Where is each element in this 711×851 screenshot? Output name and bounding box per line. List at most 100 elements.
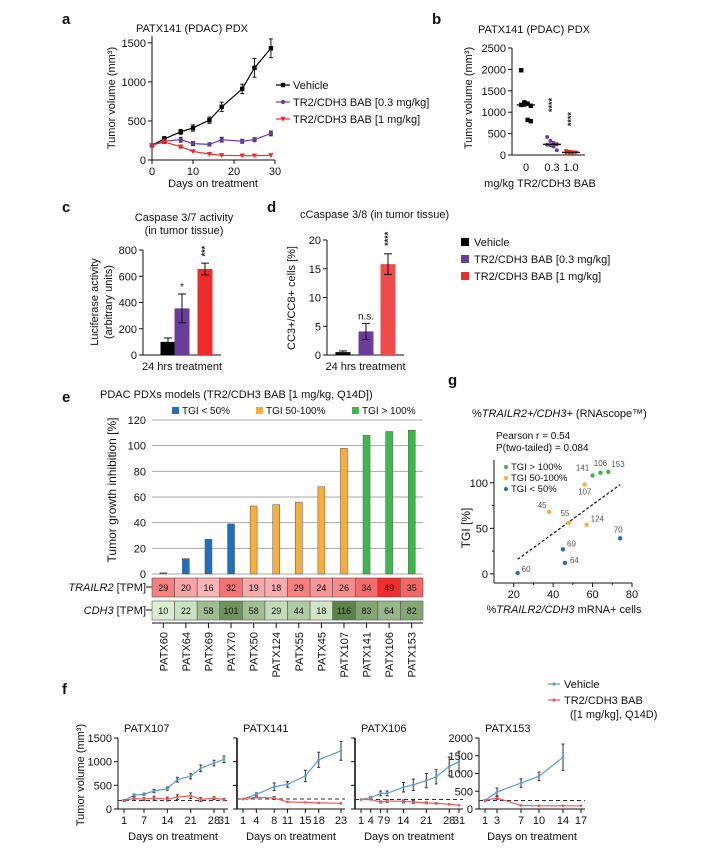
vehicle-point <box>447 765 451 768</box>
bar <box>317 486 326 575</box>
data-point-square <box>190 125 196 131</box>
data-point-label: 60 <box>522 565 531 574</box>
heatmap-cell-value: 64 <box>384 606 394 616</box>
data-point-square <box>528 103 533 108</box>
series-0: Vehicle <box>149 38 328 148</box>
y-tick-label: 50 <box>476 523 488 535</box>
heatmap-cell-value: 22 <box>181 606 191 616</box>
y-axis-label: Tumor volume (mm³) <box>106 47 118 149</box>
legend-marker <box>504 487 508 491</box>
data-point-patx124: 124 <box>584 515 605 527</box>
bar <box>340 447 348 575</box>
chart-title-line-1: Caspase 3/7 activity <box>135 212 234 224</box>
chart-title: cCaspase 3/8 (in tumor tissue) <box>300 209 449 221</box>
x-tick-label: 17 <box>575 815 587 827</box>
treated-point <box>152 796 156 800</box>
bar <box>358 331 374 355</box>
heatmap-row-trailr2: TRAILR2 [TPM] 29 20 16 32 19 18 29 24 26 34 49 35 <box>68 577 424 598</box>
heatmap-cell-value: 32 <box>226 583 236 593</box>
subplot-title: PATX141 <box>243 723 288 735</box>
data-point-patx106: 106 <box>594 459 608 475</box>
data-point-triangle <box>206 151 213 157</box>
legend-marker <box>552 682 556 686</box>
bar <box>380 264 396 355</box>
panel-label-b: b <box>432 11 441 28</box>
chart-title-line-2: (in tumor tissue) <box>145 225 224 237</box>
subplot-title: PATX153 <box>485 723 530 735</box>
y-tick-label: 10 <box>309 293 321 305</box>
data-point-label: 69 <box>567 539 576 548</box>
legend-swatch <box>461 255 469 263</box>
series-2: TR2/CDH3 BAB [1 mg/kg] <box>149 114 420 159</box>
vehicle-point <box>286 782 289 786</box>
panel-label-c: c <box>62 199 70 216</box>
data-point-triangle <box>251 153 258 159</box>
x-tick-label: 14 <box>397 815 409 827</box>
legend-label: TR2/CDH3 BAB [0.3 mg/kg] <box>474 254 610 266</box>
chart-a: PATX141 (PDAC) PDX 0 500 1000 1500 0 10 20 30 Day… <box>106 23 429 190</box>
vehicle-point <box>142 792 146 796</box>
legend-label-2: ([1 mg/kg], Q14D) <box>570 709 657 721</box>
vehicle-point <box>385 791 389 795</box>
legend-label: TR2/CDH3 BAB [1 mg/kg] <box>293 114 420 126</box>
y-axis-label: Tumor volume (mm³) <box>75 724 87 826</box>
chart-d: 0 5 10 15 20 n.s. **** 24 hrs treatment cCaspase… <box>286 209 610 373</box>
x-axis-label: Days on treatment <box>168 178 258 190</box>
vehicle-point <box>317 758 321 762</box>
data-point-square <box>240 86 245 92</box>
vehicle-point <box>152 789 156 793</box>
treated-point <box>424 801 428 805</box>
x-tick-label: 18 <box>313 815 325 827</box>
heatmap-cell-value: 101 <box>224 606 239 616</box>
heatmap-cell-value: 49 <box>384 583 394 593</box>
significance-label: *** <box>200 245 210 256</box>
vehicle-point <box>519 781 523 785</box>
vehicle-point <box>175 778 179 782</box>
data-point-patx60: 60 <box>515 565 531 576</box>
y-axis-label: TGI [%] <box>459 508 473 549</box>
data-point-patx141: 141 <box>576 463 595 478</box>
legend-swatch <box>352 407 359 414</box>
data-point-circle <box>545 135 550 140</box>
vehicle-point <box>165 787 169 791</box>
chart-g: %TRAILR2+/CDH3+ (RNAscope™) Pearson r = 0… <box>459 408 647 616</box>
heatmap-cell-value: 34 <box>362 583 372 593</box>
group-0 <box>517 68 535 124</box>
y-tick-label: 0 <box>106 804 112 816</box>
treated-point <box>385 799 389 803</box>
data-point-label: 106 <box>594 459 608 468</box>
vehicle-point <box>411 783 415 787</box>
bar <box>204 539 213 575</box>
data-point-square <box>525 101 530 106</box>
data-point-square <box>178 129 183 135</box>
data-point-circle <box>268 131 274 136</box>
y-tick-label: 0 <box>140 155 146 167</box>
data-point-circle <box>551 144 556 149</box>
chart-title: PATX141 (PDAC) PDX <box>136 23 249 35</box>
y-tick-label: 400 <box>119 298 137 310</box>
significance-label: **** <box>566 112 576 127</box>
x-tick-label: 0 <box>523 162 529 174</box>
data-point <box>584 522 589 527</box>
y-axis-label: Tumor growth inhibition [%] <box>105 418 119 563</box>
y-tick-label: 0 <box>315 350 321 362</box>
vehicle-point <box>457 760 461 764</box>
treated-point <box>165 797 169 801</box>
y-tick-label: 20 <box>309 235 321 247</box>
bar <box>362 435 371 575</box>
y-tick-label: 1500 <box>482 86 506 98</box>
series-line <box>151 47 272 146</box>
treated-line <box>123 795 225 802</box>
legend-swatch <box>172 407 179 414</box>
x-tick-label: 28 <box>443 815 455 827</box>
legend-label: TGI > 100% <box>362 406 416 417</box>
vehicle-point <box>272 785 276 789</box>
data-point-label: 107 <box>578 488 592 497</box>
bar <box>174 308 190 355</box>
data-point-circle <box>219 137 224 142</box>
treated-point <box>317 801 321 805</box>
data-point <box>582 482 587 487</box>
y-tick-label: 1500 <box>88 733 112 745</box>
